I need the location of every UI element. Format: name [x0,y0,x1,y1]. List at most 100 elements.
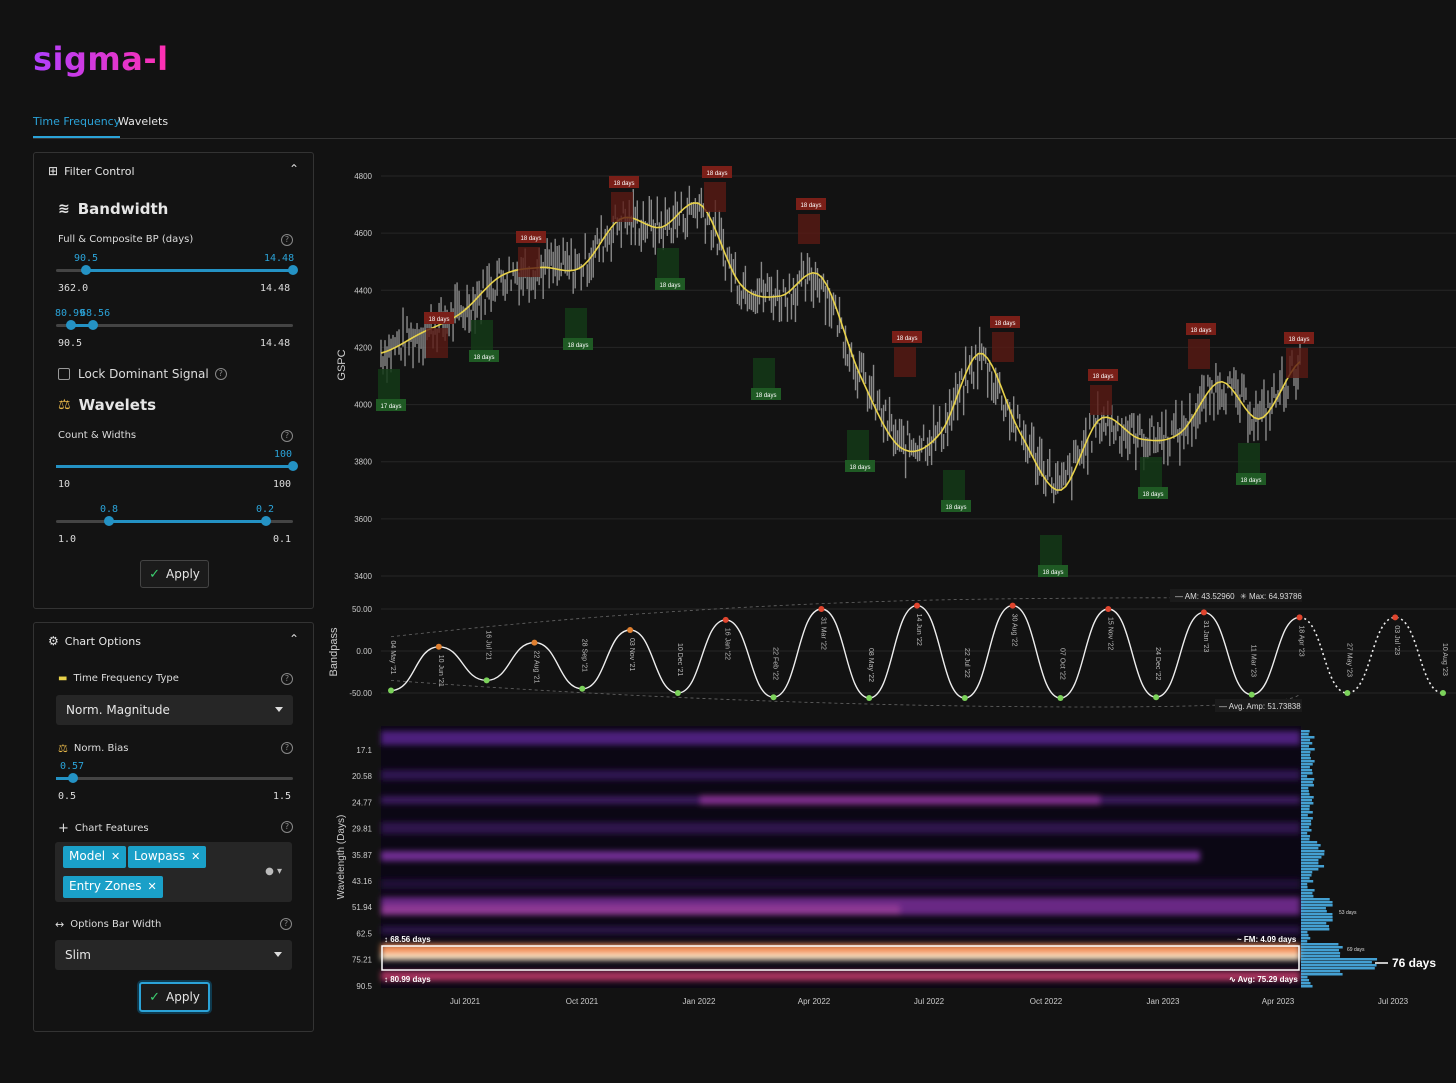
bandpass-date-label: 15 Nov '22 [1106,617,1113,650]
bandpass-peak-point [435,643,442,650]
bandwidth-heading: ≋ Bandwidth [58,200,168,218]
time-axis-tick-label: Jan 2023 [1147,997,1180,1006]
histogram-bar [1301,748,1315,751]
bandpass-peak-point [818,606,825,612]
norm-bias-value: 0.57 [60,761,85,772]
wv-slider2-low-handle[interactable] [104,516,114,526]
help-icon[interactable]: ? [281,821,293,833]
time-axis-tick-label: Oct 2021 [566,997,599,1006]
trough-zone-label-box [376,399,406,411]
help-icon[interactable]: ? [214,368,227,380]
norm-bias-handle[interactable] [68,773,78,783]
bp-slider1-high-handle[interactable] [288,265,298,275]
chevron-up-icon[interactable]: ⌃ [288,632,299,646]
chevron-up-icon[interactable]: ⌃ [288,162,299,176]
tab-wavelets[interactable]: Wavelets [118,115,169,128]
help-icon[interactable]: ? [281,234,293,246]
help-icon[interactable]: ? [281,430,293,442]
lock-dominant-label: Lock Dominant Signal [78,367,209,381]
avg-amp-value: Avg. Amp: 51.73838 [1229,702,1301,711]
norm-bias-track[interactable] [56,773,293,783]
histogram-bar [1301,730,1310,733]
bandpass-peak-point [1009,602,1016,609]
bandwidth-label: Full & Composite BP (days) [58,234,194,245]
filter-control-header[interactable]: ⊞ Filter Control [48,164,135,178]
histogram-bar [1301,910,1327,913]
bp-slider2-track[interactable] [56,320,293,330]
price-tick-label: 3600 [354,515,372,524]
am-max-box [1170,589,1302,602]
histogram-bar [1301,826,1310,829]
close-icon[interactable]: ✕ [147,880,157,893]
histogram-bar [1301,778,1315,781]
wv-slider2-high-handle[interactable] [261,516,271,526]
band-top-value: 68.56 days [390,935,431,944]
price-tick-label: 4200 [354,343,372,352]
wv-slider1-max: 100 [273,479,292,490]
bandpass-tick-label: 50.00 [352,605,373,614]
peak-zone [426,328,448,358]
band-bottom-label: ↕ 80.99 days [384,975,431,984]
bandpass-trough-point [1440,690,1446,696]
filter-apply-button[interactable]: ✓ Apply [140,560,209,588]
secondary-label-53: 53 days [1339,910,1357,916]
close-icon[interactable]: ✕ [111,850,121,863]
wv-slider2-high-value: 0.2 [256,504,275,515]
bandpass-date-label: 16 Jan '22 [724,628,731,660]
chart-options-title: Chart Options [64,634,141,648]
bp-slider2-high-handle[interactable] [88,320,98,330]
tab-time-frequency[interactable]: Time Frequency [33,115,121,138]
histogram-bar [1301,985,1313,988]
close-icon[interactable]: ✕ [191,850,201,863]
bandpass-date-label: 27 May '23 [1345,643,1352,677]
peak-zone-label: 18 days [1288,337,1309,343]
bp-slider2-low-handle[interactable] [66,320,76,330]
peak-zone-label: 18 days [428,317,449,323]
help-icon[interactable]: ? [280,918,292,930]
options-apply-button[interactable]: ✓ Apply [139,982,210,1012]
tf-type-select[interactable]: Norm. Magnitude [56,695,293,725]
norm-bias-min: 0.5 [58,791,77,802]
bandpass-tick-label: -50.00 [349,689,372,698]
histogram-bar [1301,877,1310,880]
bandpass-trough-point [674,690,681,696]
options-apply-label: Apply [166,990,200,1004]
lowpass-line [380,202,1301,491]
wv-slider1-handle[interactable] [288,461,298,471]
bp-slider1-low-handle[interactable] [81,265,91,275]
bandpass-trough-point [483,677,490,684]
help-icon[interactable]: ? [281,742,293,754]
bp-slider1-track[interactable] [56,265,298,275]
histogram-bar [1301,862,1319,865]
chart-features-multiselect[interactable]: Model ✕ Lowpass ✕ Entry Zones ✕ ● ▾ [55,842,292,902]
chevron-down-icon[interactable]: ● ▾ [265,866,282,877]
wv-slider2-track[interactable] [56,516,293,526]
histogram-bar [1301,919,1333,922]
peak-zone [518,247,540,277]
bandpass-peak-point [627,627,634,633]
secondary-label-69: 69 days [1347,947,1365,953]
histogram-bar [1301,844,1321,847]
peak-zone [894,347,916,377]
chart-options-header[interactable]: ⚙ Chart Options [48,634,141,648]
trough-zone-label-box [469,350,499,362]
trough-zone-label-box [941,500,971,512]
heatmap-band [381,770,1300,780]
histogram-bar [1301,898,1330,901]
norm-bias-max: 1.5 [273,791,292,802]
bar-width-select[interactable]: Slim [55,940,292,970]
fm-label: ~ FM: 4.09 days [1237,935,1297,944]
histogram-bar [1301,952,1341,955]
time-axis-tick-label: Jul 2021 [450,997,481,1006]
wv-slider1-track[interactable] [56,461,298,471]
help-icon[interactable]: ? [281,673,293,685]
time-axis-tick-label: Oct 2022 [1030,997,1063,1006]
lock-dominant-checkbox[interactable] [58,368,70,380]
histogram-bar [1301,805,1310,808]
bandpass-date-label: 04 May '21 [389,640,396,674]
peak-zone [1286,348,1308,378]
histogram-bar [1301,838,1310,841]
price-tick-label: 4400 [354,286,372,295]
heatmap-tick-label: 51.94 [352,903,373,912]
histogram-bar [1301,820,1312,823]
